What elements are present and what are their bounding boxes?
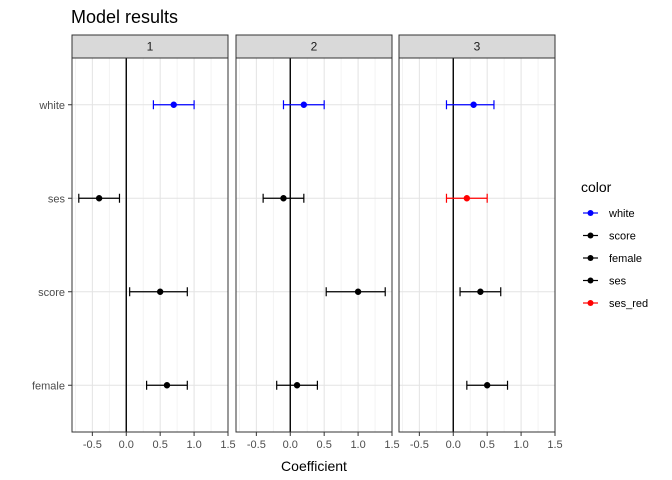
legend-item-ses_red: ses_red (583, 298, 648, 310)
error-bar-score (459, 287, 502, 297)
x-tick-label: 1.0 (186, 439, 201, 451)
legend-label: ses (609, 276, 627, 288)
legend-item-female: female (583, 253, 642, 265)
point-score (477, 288, 484, 295)
legend-key-point (587, 300, 594, 306)
x-tick-label: 0.5 (153, 439, 168, 451)
error-bar-white (152, 100, 195, 110)
error-bar-white (282, 100, 325, 110)
chart-title: Model results (71, 7, 178, 27)
error-bar-ses (78, 193, 121, 203)
panel-border (71, 57, 229, 433)
panel-background (72, 58, 228, 432)
point-white (470, 101, 477, 108)
error-bar-score (129, 287, 188, 297)
facet-panel-1: 1 -0.5 0.0 0.5 1.0 1.5 (71, 34, 236, 451)
y-tick-label-white: white (38, 100, 65, 112)
point-ses (280, 195, 287, 202)
y-tick-label-ses: ses (48, 193, 66, 205)
facet-panels: white ses score female 1 -0.5 0.0 0.5 1.0 1.5 2 -0.… (32, 34, 563, 451)
point-female (293, 382, 301, 389)
facet-panel-3: 3 -0.5 0.0 0.5 1.0 1.5 (398, 34, 563, 451)
facet-panel-2: 2 -0.5 0.0 0.5 1.0 1.5 (235, 34, 400, 451)
point-ses (95, 195, 103, 202)
legend-title: color (581, 179, 612, 195)
legend-label: female (609, 253, 642, 265)
legend-key-point (587, 210, 594, 216)
x-tick-label: 0.0 (446, 439, 461, 451)
legend-key-point (587, 232, 594, 239)
error-bar-ses (445, 193, 488, 203)
x-tick-label: 0.5 (317, 439, 332, 451)
panel-border (398, 57, 556, 433)
y-tick-label-score: score (38, 287, 65, 299)
legend: color white score female ses ses_red (581, 179, 648, 310)
y-tick-label-female: female (32, 380, 65, 392)
legend-item-white: white (583, 208, 635, 220)
error-bar-white (445, 100, 495, 110)
x-tick-label: 1.5 (384, 439, 399, 451)
x-tick-label: 0.0 (119, 439, 134, 451)
x-tick-label: -0.5 (247, 439, 266, 451)
error-bar-female (276, 380, 318, 390)
x-tick-label: 1.0 (513, 439, 528, 451)
legend-label: white (608, 208, 635, 220)
facet-strip-label: 3 (474, 40, 481, 54)
error-bar-score (325, 287, 386, 297)
x-tick-label: 1.5 (220, 439, 235, 451)
legend-item-ses: ses (583, 276, 627, 288)
legend-item-score: score (583, 231, 636, 243)
point-white (170, 101, 177, 108)
x-tick-label: -0.5 (410, 439, 429, 451)
facet-strip-label: 1 (147, 40, 154, 54)
panel-border (235, 57, 393, 433)
x-tick-label: 1.0 (350, 439, 365, 451)
x-tick-label: 1.5 (547, 439, 562, 451)
point-white (300, 101, 308, 108)
legend-key-point (587, 277, 594, 284)
legend-label: score (609, 231, 636, 243)
legend-label: ses_red (609, 298, 648, 310)
x-tick-label: -0.5 (83, 439, 102, 451)
x-tick-label: 0.5 (480, 439, 495, 451)
panel-background (236, 58, 392, 432)
error-bar-female (146, 380, 188, 390)
point-ses (463, 195, 471, 202)
error-bar-ses (262, 193, 305, 203)
x-tick-label: 0.0 (283, 439, 298, 451)
panel-background (399, 58, 555, 432)
point-female (483, 382, 491, 389)
point-score (156, 288, 164, 295)
legend-key-point (587, 255, 594, 261)
point-female (163, 382, 171, 389)
point-score (354, 288, 362, 295)
x-axis-title: Coefficient (281, 458, 347, 474)
error-bar-female (466, 380, 509, 390)
facet-strip-label: 2 (311, 40, 318, 54)
